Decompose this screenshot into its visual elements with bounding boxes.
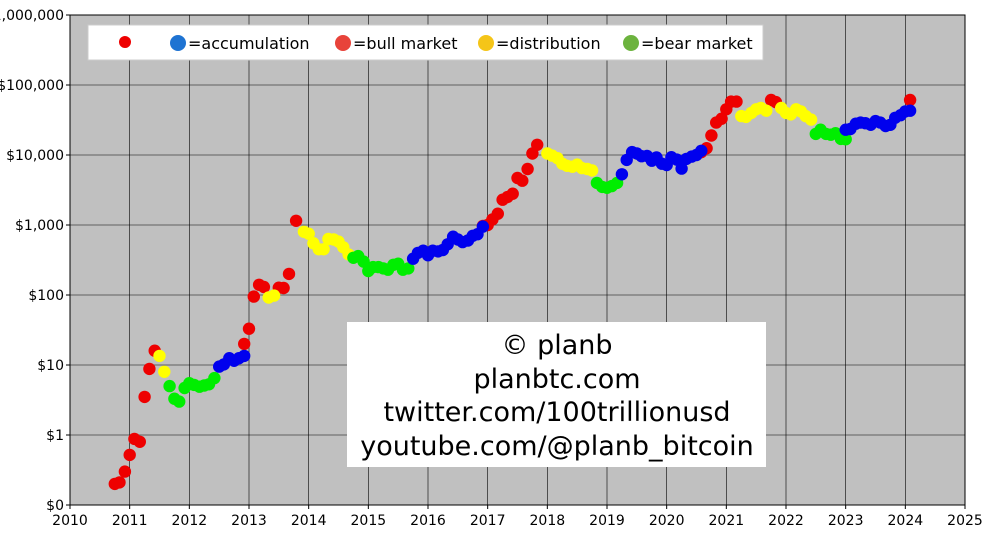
watermark-box (347, 322, 766, 467)
data-point-bear (357, 255, 370, 268)
x-tick-label: 2022 (768, 513, 804, 529)
y-tick-label: $10 (37, 358, 64, 374)
legend-label-bear-market: =bear market (641, 34, 753, 53)
data-point-accumulation (238, 349, 251, 363)
data-point-distribution (804, 113, 818, 126)
x-tick-label: 2018 (530, 513, 566, 529)
data-point-bear (173, 395, 186, 408)
data-point-bull (277, 281, 290, 295)
data-point-bull (113, 476, 126, 489)
data-point-bull (257, 280, 271, 294)
data-point-distribution (302, 227, 315, 240)
data-point-bull (123, 448, 136, 462)
data-point-bear (402, 262, 415, 275)
x-tick-label: 2010 (52, 513, 88, 529)
data-point-bull (143, 362, 156, 376)
data-point-accumulation (903, 104, 917, 117)
y-tick-label: $0 (46, 498, 64, 514)
x-tick-label: 2017 (470, 513, 506, 529)
data-point-bull (247, 290, 260, 303)
data-point-bull (516, 174, 529, 187)
x-tick-label: 2024 (888, 513, 924, 529)
blue-circle-icon (170, 35, 186, 51)
data-point-bull (715, 112, 728, 125)
legend-box (87, 24, 764, 61)
data-point-bull (506, 187, 519, 200)
data-point-distribution (158, 365, 171, 378)
data-point-bear (163, 379, 176, 393)
legend-entry-accumulation: =accumulation (170, 34, 310, 53)
y-tick-label: $100,000 (0, 78, 64, 94)
watermark-annotation: © planb planbtc.com twitter.com/100trill… (347, 322, 766, 467)
x-tick-label: 2014 (291, 513, 327, 529)
data-point-bull (133, 435, 146, 448)
data-point-bull (118, 465, 132, 478)
x-tick-label: 2012 (172, 513, 208, 529)
y-tick-label: $1,000,000 (0, 8, 64, 24)
x-tick-label: 2019 (589, 513, 625, 529)
x-tick-label: 2021 (709, 513, 745, 529)
data-point-bull (730, 95, 743, 108)
data-point-bull (903, 93, 917, 107)
green-circle-icon (623, 35, 639, 51)
data-point-bull (289, 214, 303, 227)
data-point-bull (531, 138, 544, 151)
y-tick-label: $100 (28, 288, 64, 304)
y-axis: $0 $1 $10 $100 $1,000 $10,000 $100,000 $1,000,0… (0, 8, 70, 514)
yellow-circle-icon (478, 35, 494, 51)
data-point-distribution (317, 243, 330, 256)
legend-entry-bull-market: =bull market (335, 34, 457, 53)
watermark-youtube: youtube.com/@planb_bitcoin (360, 431, 754, 462)
data-points (108, 93, 917, 491)
watermark-twitter: twitter.com/100trillionusd (383, 397, 730, 428)
x-tick-label: 2011 (112, 513, 148, 529)
data-point-bull (491, 207, 504, 220)
legend-label-bull-market: =bull market (353, 34, 457, 53)
data-point-bear (208, 371, 221, 385)
x-tick-label: 2016 (410, 513, 446, 529)
data-point-bull (282, 267, 296, 281)
x-tick-label: 2023 (828, 513, 864, 529)
watermark-website: planbtc.com (473, 364, 640, 395)
legend-entry-bear-market: =bear market (623, 34, 753, 53)
x-axis: 2010 2011 2012 2013 2014 2015 2016 2017 2018 2019… (52, 505, 983, 529)
legend-entry-distribution: =distribution (478, 34, 601, 53)
x-tick-label: 2020 (649, 513, 685, 529)
data-point-bull (138, 390, 151, 404)
data-point-bear (839, 133, 852, 146)
legend-label-distribution: =distribution (496, 34, 601, 53)
data-point-bull (705, 129, 718, 142)
data-point-accumulation (476, 220, 490, 233)
data-point-distribution (153, 349, 166, 363)
watermark-copyright: © planb (501, 330, 612, 361)
data-point-distribution (267, 289, 281, 302)
x-tick-label: 2015 (351, 513, 387, 529)
y-tick-label: $1,000 (15, 218, 64, 234)
y-tick-label: $10,000 (6, 148, 64, 164)
data-point-accumulation (615, 168, 629, 181)
legend: =accumulation =bull market =distribution… (87, 24, 764, 61)
legend-marker-red (119, 36, 131, 48)
x-tick-label: 2025 (947, 513, 983, 529)
data-point-accumulation (695, 144, 708, 157)
red-circle-icon (335, 35, 351, 51)
data-point-bull (521, 162, 534, 176)
data-point-bull (238, 337, 251, 351)
legend-label-accumulation: =accumulation (188, 34, 310, 53)
y-tick-label: $1 (46, 428, 64, 444)
data-point-bull (242, 322, 256, 335)
x-tick-label: 2013 (231, 513, 267, 529)
data-point-distribution (760, 104, 773, 117)
data-point-distribution (585, 164, 599, 177)
data-point-accumulation (675, 162, 688, 175)
